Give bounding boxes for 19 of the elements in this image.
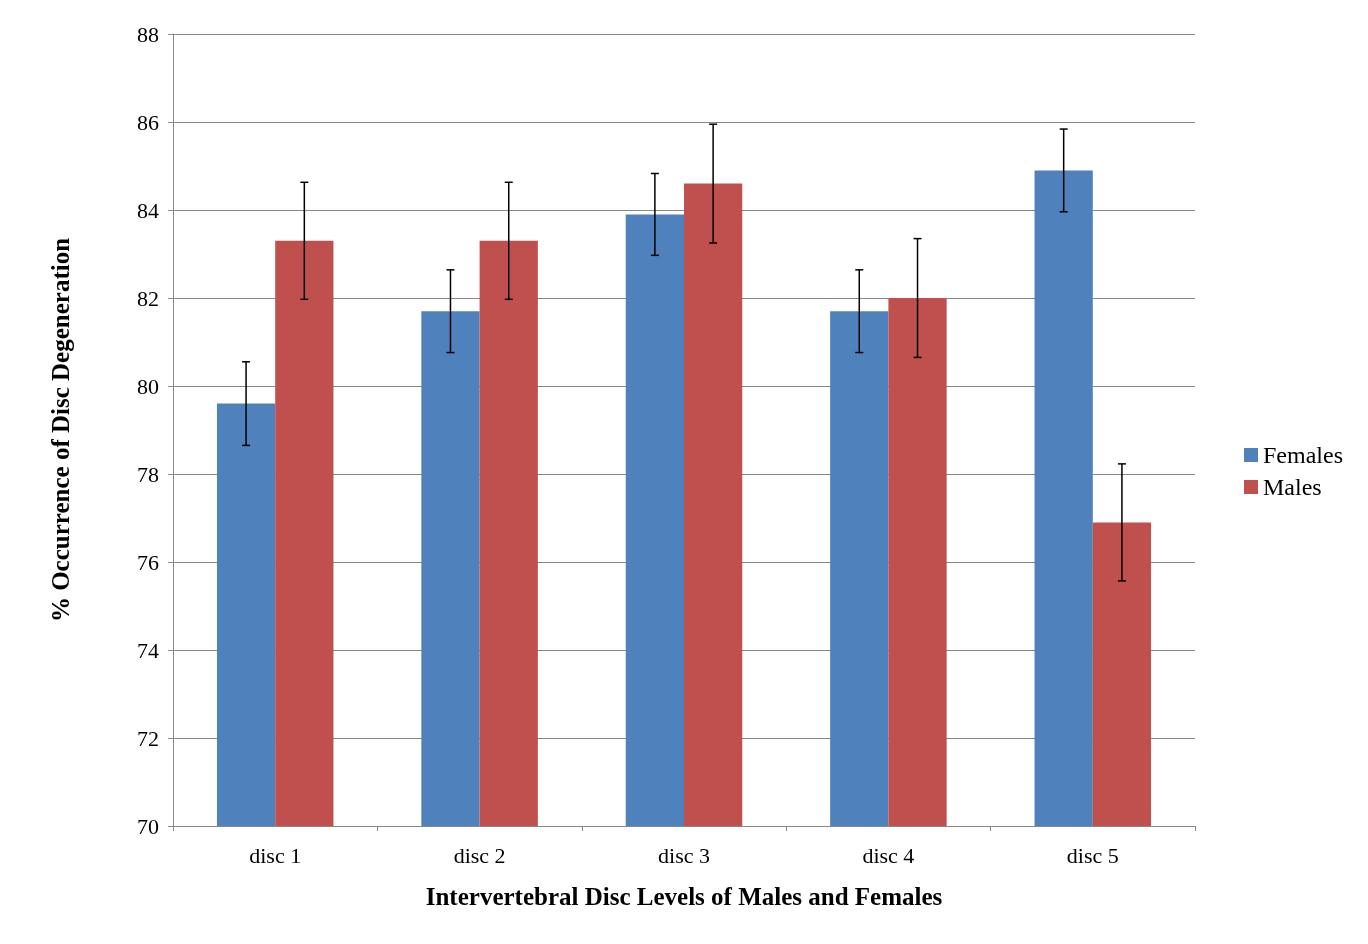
y-axis-title: % Occurrence of Disc Degeneration [47, 237, 74, 623]
y-tick-label: 86 [137, 109, 159, 135]
x-axis-title: Intervertebral Disc Levels of Males and Females [425, 883, 943, 910]
y-tick-label: 76 [137, 549, 159, 575]
x-tick-label: disc 4 [862, 842, 915, 868]
legend-label: Females [1263, 442, 1343, 468]
y-tick-label: 70 [137, 813, 159, 839]
y-tick-label: 88 [137, 21, 159, 47]
x-tick-label: disc 1 [249, 842, 302, 868]
x-tick-label: disc 2 [453, 842, 506, 868]
y-tick-label: 80 [137, 373, 159, 399]
x-tick-label: disc 3 [658, 842, 710, 868]
legend-label: Males [1263, 474, 1322, 500]
y-tick-label: 82 [137, 285, 159, 311]
y-tick-label: 78 [137, 461, 159, 487]
y-tick-label: 74 [137, 637, 159, 663]
y-tick-label: 72 [137, 725, 159, 751]
x-tick-label: disc 5 [1066, 842, 1119, 868]
y-tick-label: 84 [137, 197, 159, 223]
